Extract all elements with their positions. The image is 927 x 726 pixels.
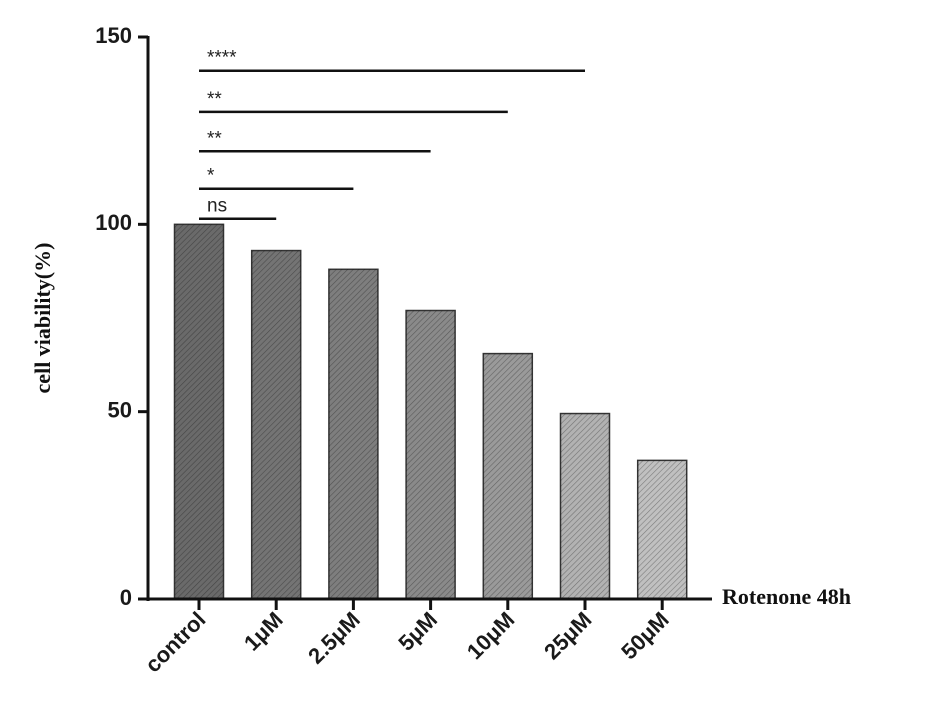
significance-label-4: ** <box>207 89 222 110</box>
x-tick-label-2-5um: 2.5μM <box>303 607 365 669</box>
significance-3: ** <box>199 128 431 151</box>
bar-control <box>175 224 224 599</box>
bar-hatch-25um <box>561 414 610 599</box>
significance-label-1: ns <box>207 196 227 217</box>
bar-hatch-control <box>175 224 224 599</box>
bar-hatch-1um <box>252 251 301 599</box>
x-tick-label-control: control <box>140 607 210 677</box>
bar-1um <box>252 251 301 599</box>
x-tick-label-25um: 25μM <box>539 607 596 664</box>
bar-10um <box>483 354 532 599</box>
y-axis-ticks: 0 50 100 150 <box>95 23 148 610</box>
significance-label-5: **** <box>207 48 237 69</box>
bar-hatch-2-5um <box>329 269 378 599</box>
x-tick-label-5um: 5μM <box>393 607 442 656</box>
x-tick-label-1um: 1μM <box>239 607 288 656</box>
bar-25um <box>561 414 610 599</box>
significance-annotations: ns********* <box>199 48 585 219</box>
x-axis-title: Rotenone 48h <box>722 584 851 609</box>
bar-5um <box>406 311 455 599</box>
significance-1: ns <box>199 196 276 219</box>
significance-2: * <box>199 166 353 189</box>
bars-group <box>175 224 687 599</box>
x-axis-ticks: control 1μM 2.5μM 5μM 10μM 25μM 50μM <box>140 599 674 677</box>
significance-label-3: ** <box>207 128 222 149</box>
y-tick-label-150: 150 <box>95 23 132 48</box>
bar-hatch-10um <box>483 354 532 599</box>
significance-5: **** <box>199 48 585 71</box>
bar-2-5um <box>329 269 378 599</box>
significance-label-2: * <box>207 166 215 187</box>
y-tick-label-0: 0 <box>120 585 132 610</box>
y-axis-title: cell viability(%) <box>30 243 55 394</box>
y-tick-label-100: 100 <box>95 210 132 235</box>
x-tick-label-50um: 50μM <box>616 607 673 664</box>
x-tick-label-10um: 10μM <box>462 607 519 664</box>
bar-50um <box>638 460 687 599</box>
bar-hatch-50um <box>638 460 687 599</box>
significance-4: ** <box>199 89 508 112</box>
y-tick-label-50: 50 <box>108 397 132 422</box>
bar-hatch-5um <box>406 311 455 599</box>
